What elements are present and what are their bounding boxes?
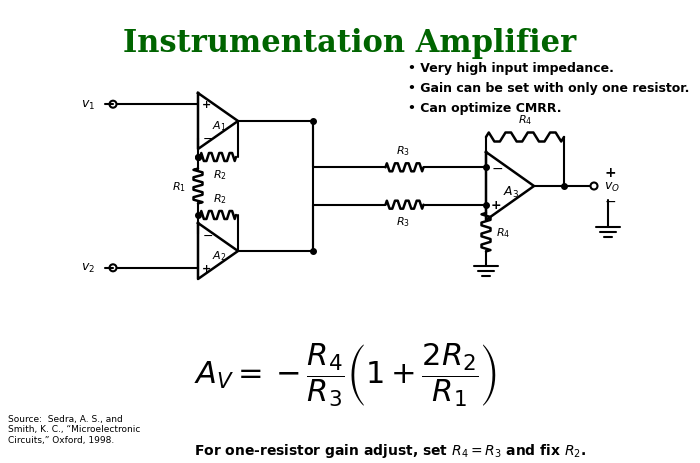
Text: $-$: $-$ <box>202 132 213 145</box>
Text: +: + <box>604 166 615 180</box>
Text: $R_2$: $R_2$ <box>213 168 227 181</box>
Text: $A_V = -\dfrac{R_4}{R_3}\left(1 + \dfrac{2R_2}{R_1}\right)$: $A_V = -\dfrac{R_4}{R_3}\left(1 + \dfrac… <box>193 340 496 408</box>
Text: $A_1$: $A_1$ <box>212 119 226 132</box>
Text: Source:  Sedra, A. S., and
Smith, K. C., “Microelectronic
Circuits,” Oxford, 199: Source: Sedra, A. S., and Smith, K. C., … <box>8 414 141 444</box>
Text: +: + <box>202 263 211 273</box>
Text: $-$: $-$ <box>491 161 503 175</box>
Text: • Can optimize CMRR.: • Can optimize CMRR. <box>408 102 561 115</box>
Text: $-$: $-$ <box>604 194 616 207</box>
Text: $R_4$: $R_4$ <box>496 226 510 239</box>
Text: Instrumentation Amplifier: Instrumentation Amplifier <box>123 28 577 59</box>
Text: $v_O$: $v_O$ <box>604 180 620 193</box>
Text: For one-resistor gain adjust, set $R_4 = R_3$ and fix $R_2$.: For one-resistor gain adjust, set $R_4 =… <box>194 441 586 459</box>
Text: $R_3$: $R_3$ <box>395 144 409 158</box>
Text: +: + <box>491 199 502 212</box>
Text: $R_2$: $R_2$ <box>213 192 227 206</box>
Text: $R_1$: $R_1$ <box>172 180 186 194</box>
Text: • Gain can be set with only one resistor.: • Gain can be set with only one resistor… <box>408 82 690 95</box>
Text: $v_1$: $v_1$ <box>81 99 95 112</box>
Text: • Very high input impedance.: • Very high input impedance. <box>408 62 614 75</box>
Text: $-$: $-$ <box>202 228 213 241</box>
Text: $A_2$: $A_2$ <box>212 249 226 263</box>
Text: +: + <box>202 100 211 110</box>
Text: $A_3$: $A_3$ <box>503 184 519 199</box>
Text: $R_4$: $R_4$ <box>518 113 532 127</box>
Text: $v_2$: $v_2$ <box>81 262 95 275</box>
Text: $R_3$: $R_3$ <box>395 215 409 229</box>
